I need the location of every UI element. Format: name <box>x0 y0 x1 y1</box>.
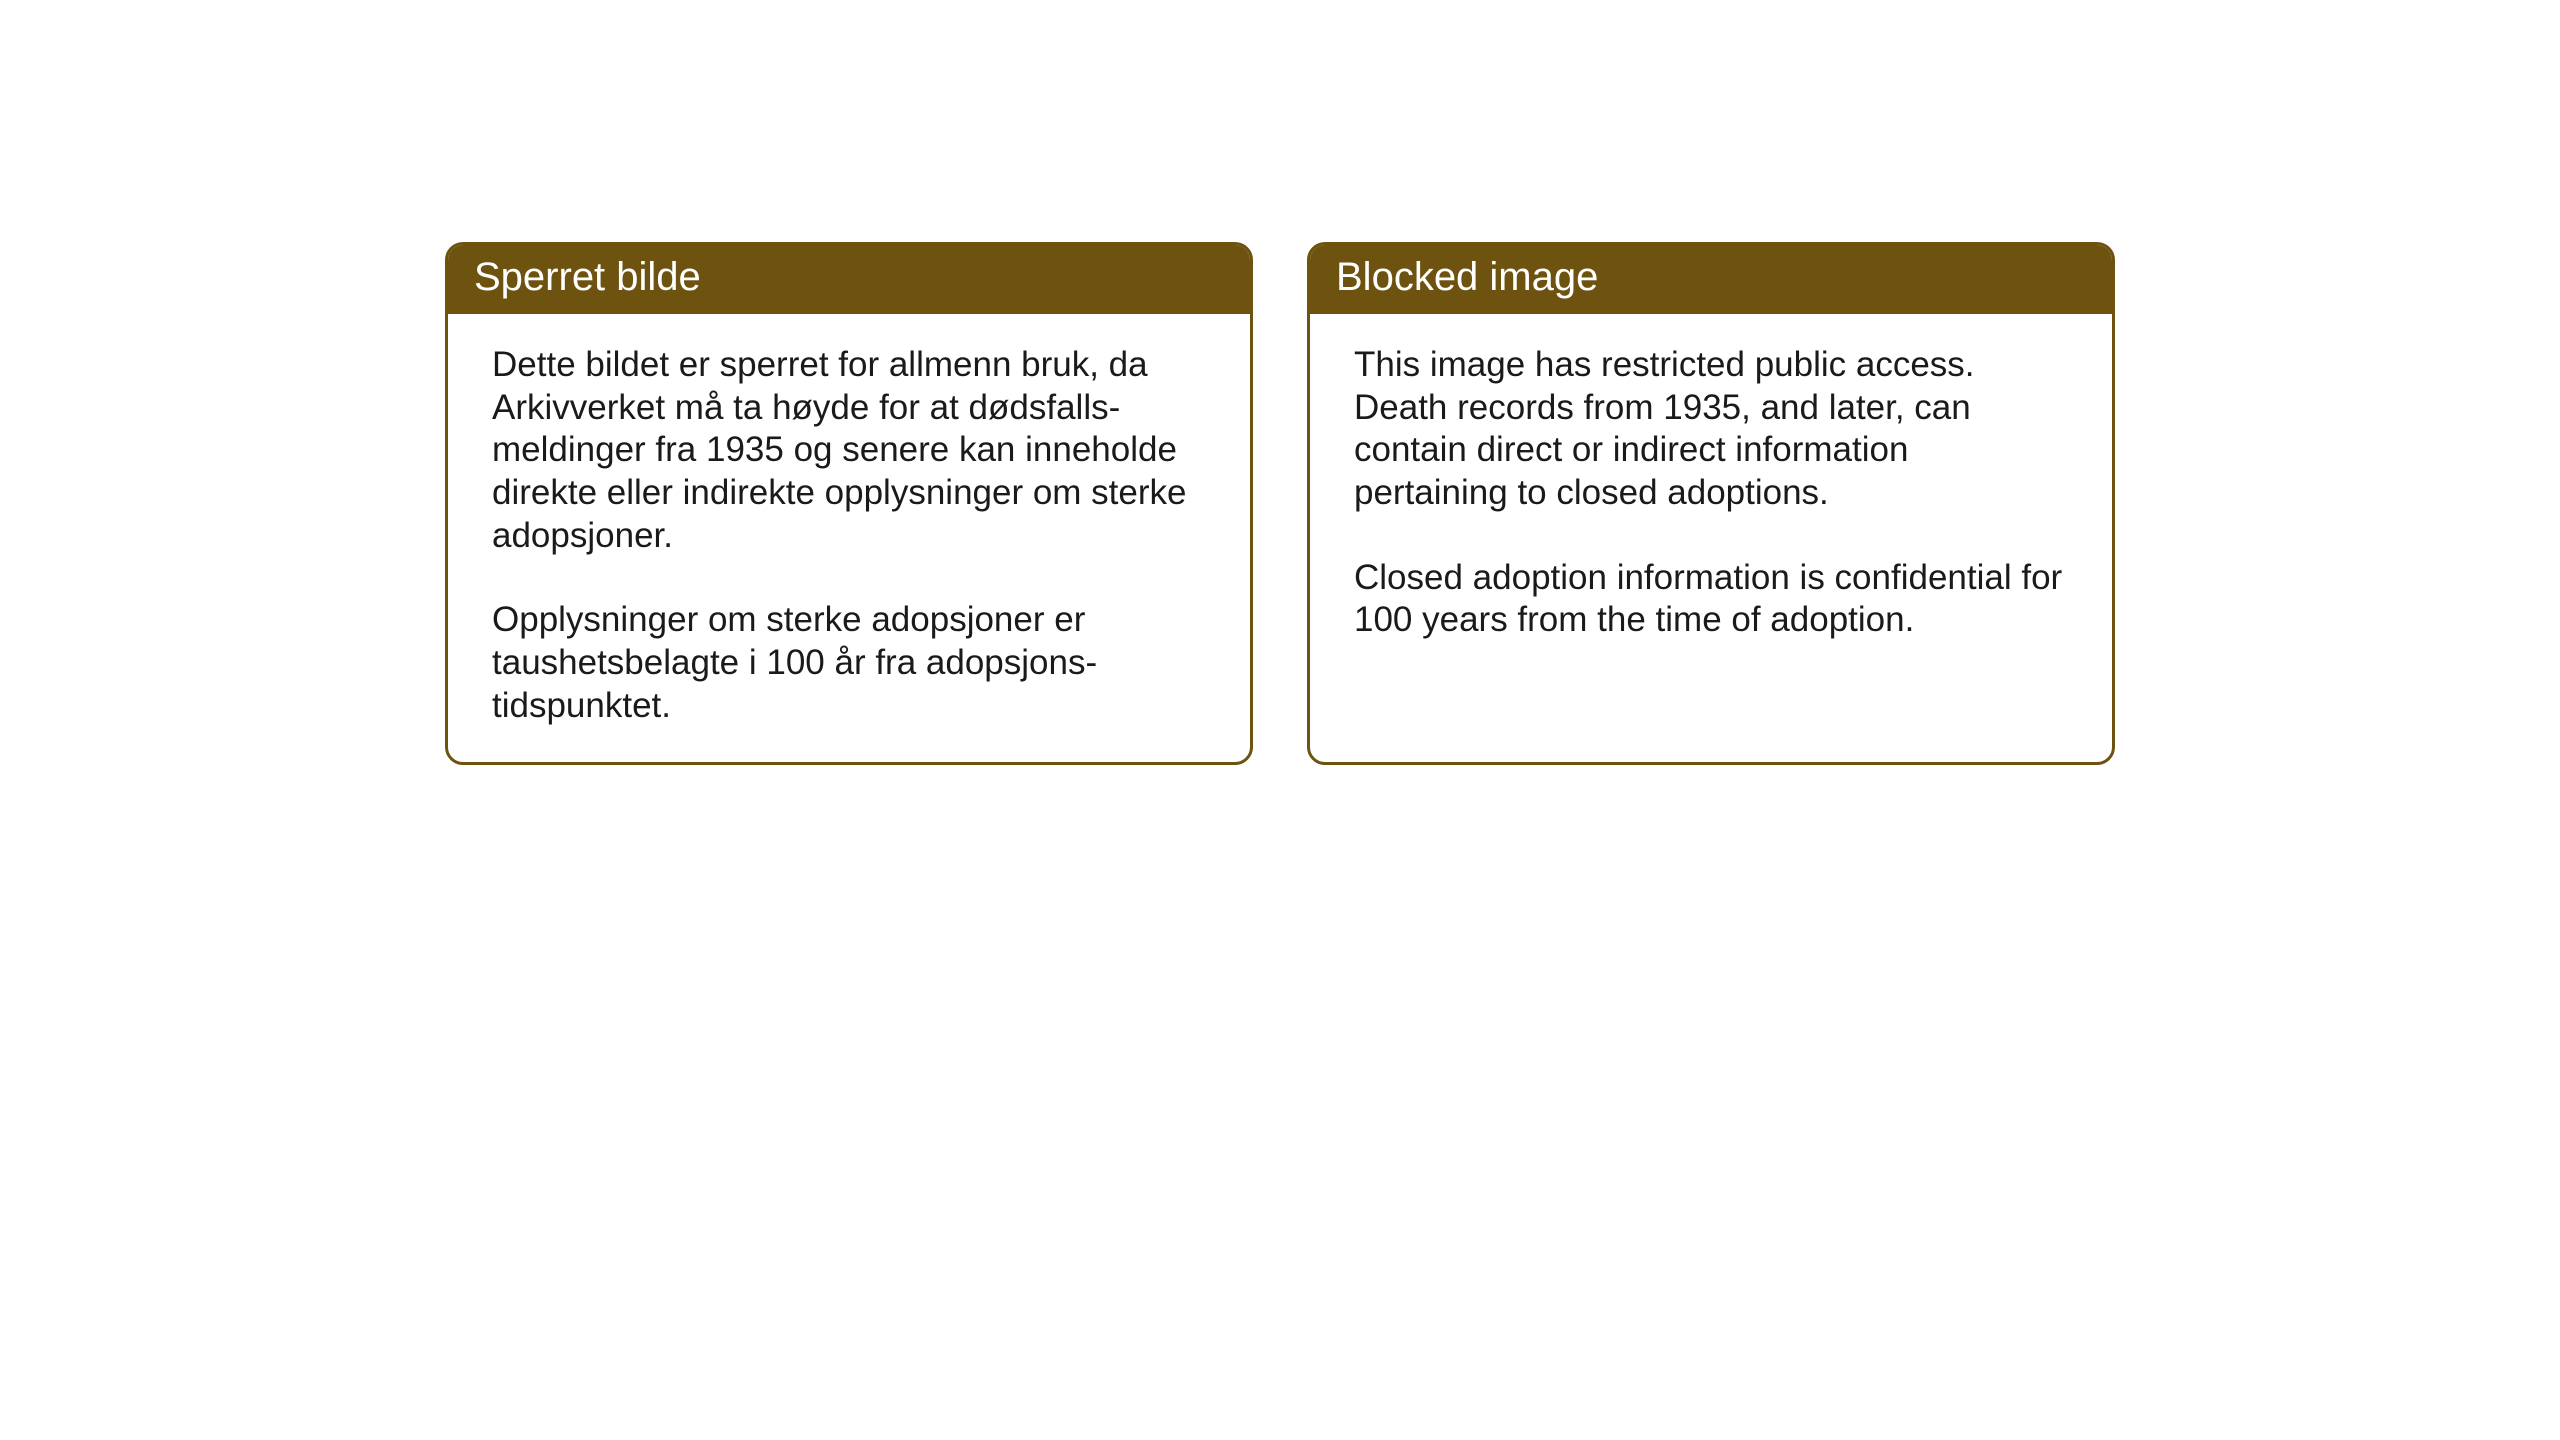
norwegian-card-title: Sperret bilde <box>448 245 1250 314</box>
english-card: Blocked image This image has restricted … <box>1307 242 2115 765</box>
norwegian-paragraph-2: Opplysninger om sterke adopsjoner er tau… <box>492 599 1206 727</box>
norwegian-card-body: Dette bildet er sperret for allmenn bruk… <box>448 314 1250 762</box>
english-card-title: Blocked image <box>1310 245 2112 314</box>
norwegian-card: Sperret bilde Dette bildet er sperret fo… <box>445 242 1253 765</box>
english-paragraph-1: This image has restricted public access.… <box>1354 344 2068 515</box>
english-paragraph-2: Closed adoption information is confident… <box>1354 557 2068 642</box>
norwegian-paragraph-1: Dette bildet er sperret for allmenn bruk… <box>492 344 1206 557</box>
cards-container: Sperret bilde Dette bildet er sperret fo… <box>445 242 2115 765</box>
english-card-body: This image has restricted public access.… <box>1310 314 2112 754</box>
